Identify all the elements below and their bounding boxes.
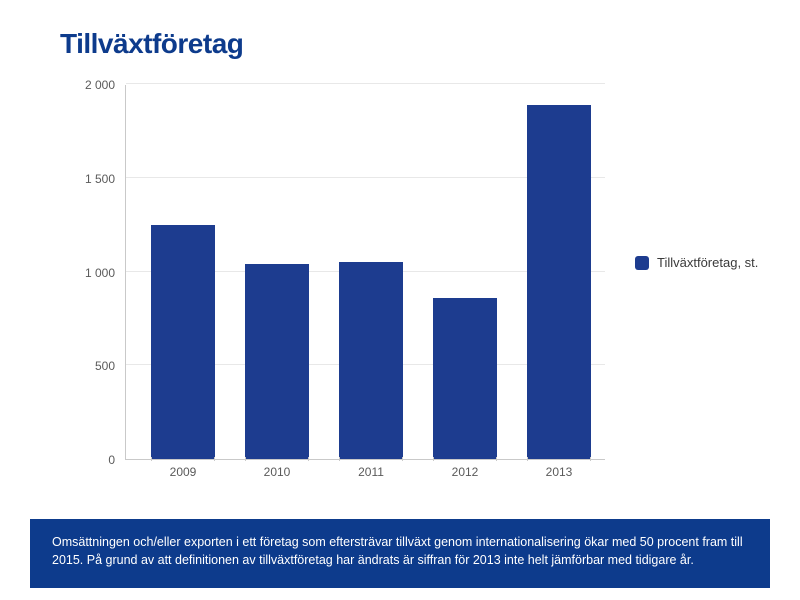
xtick-label: 2010	[264, 465, 291, 479]
gridline	[126, 83, 605, 84]
bar	[245, 264, 309, 459]
xtick-label: 2012	[452, 465, 479, 479]
ytick-label: 2 000	[55, 78, 115, 92]
chart-plot: 20092010201120122013	[125, 85, 605, 460]
bar	[151, 225, 215, 459]
xtick-box	[151, 457, 215, 461]
bar	[527, 105, 591, 459]
xtick-box	[339, 457, 403, 461]
ytick-label: 500	[55, 359, 115, 373]
xtick-label: 2013	[546, 465, 573, 479]
xtick-label: 2011	[358, 465, 384, 479]
xtick-label: 2009	[170, 465, 197, 479]
xtick-box	[527, 457, 591, 461]
bar	[339, 262, 403, 459]
bar	[433, 298, 497, 459]
chart-title: Tillväxtföretag	[60, 28, 243, 60]
chart-container: Tillväxtföretag 20092010201120122013 050…	[0, 0, 800, 600]
legend-label: Tillväxtföretag, st.	[657, 255, 758, 270]
ytick-label: 0	[55, 453, 115, 467]
xtick-box	[245, 457, 309, 461]
xtick-box	[433, 457, 497, 461]
ytick-label: 1 500	[55, 172, 115, 186]
chart-area: 20092010201120122013 05001 0001 5002 000	[125, 85, 605, 485]
legend-swatch	[635, 256, 649, 270]
chart-legend: Tillväxtföretag, st.	[635, 255, 758, 270]
footer-note: Omsättningen och/eller exporten i ett fö…	[30, 519, 770, 589]
ytick-label: 1 000	[55, 266, 115, 280]
